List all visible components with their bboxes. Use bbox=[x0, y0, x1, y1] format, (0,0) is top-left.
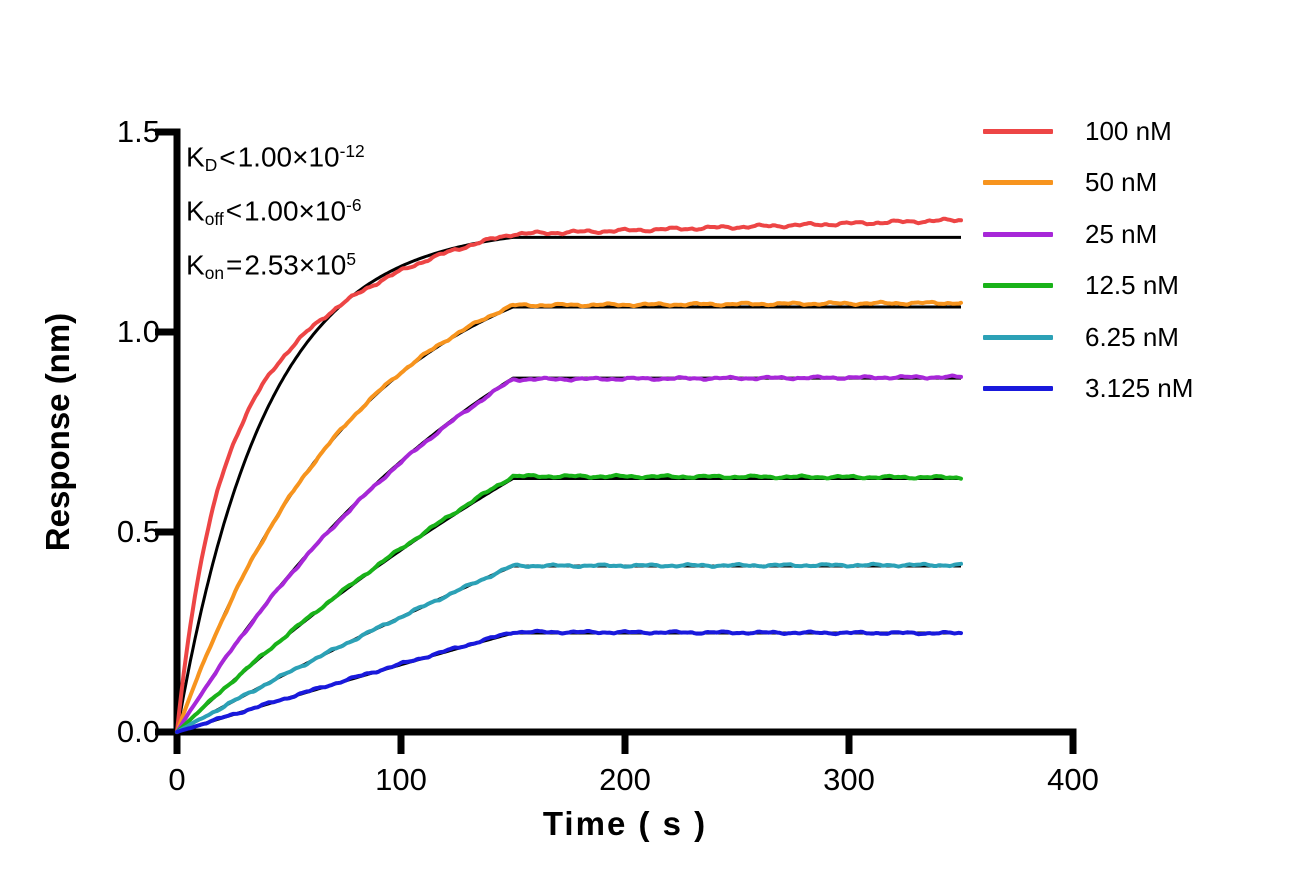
y-axis-title: Response (nm) bbox=[39, 312, 76, 552]
y-tick-label: 0.0 bbox=[116, 714, 160, 749]
legend-swatch-line bbox=[983, 231, 1053, 237]
kon-annotation: Kon=2.53×105 bbox=[186, 248, 357, 283]
legend-swatch-line bbox=[983, 282, 1053, 288]
legend-label: 50 nM bbox=[1085, 166, 1158, 197]
legend-label: 25 nM bbox=[1085, 218, 1158, 249]
y-tick-label: 1.0 bbox=[116, 314, 160, 349]
y-tick-label: 1.5 bbox=[116, 114, 160, 149]
x-tick-label: 200 bbox=[599, 762, 651, 797]
kd-annotation: KD<1.00×10-12 bbox=[186, 141, 365, 175]
legend-item: 50 nM bbox=[983, 167, 1293, 197]
legend-swatch-line bbox=[983, 385, 1053, 391]
x-tick-label: 400 bbox=[1047, 762, 1099, 797]
koff-annotation: Koff<1.00×10-6 bbox=[186, 194, 362, 229]
legend-label: 3.125 nM bbox=[1085, 372, 1194, 403]
legend-item: 100 nM bbox=[983, 116, 1293, 146]
x-tick-label: 100 bbox=[375, 762, 427, 797]
x-axis-title: Time ( s ) bbox=[542, 805, 708, 842]
x-tick-label: 0 bbox=[168, 762, 186, 797]
legend-item: 12.5 nM bbox=[983, 270, 1293, 300]
legend-label: 100 nM bbox=[1085, 115, 1172, 146]
legend-item: 6.25 nM bbox=[983, 322, 1293, 352]
legend-label: 6.25 nM bbox=[1085, 321, 1179, 352]
kinetics-annotations: KD<1.00×10-12 Koff<1.00×10-6 Kon=2.53×10… bbox=[186, 131, 365, 293]
legend-swatch-line bbox=[983, 179, 1053, 185]
x-tick-label: 300 bbox=[823, 762, 875, 797]
legend-swatch-line bbox=[983, 334, 1053, 340]
legend-item: 25 nM bbox=[983, 219, 1293, 249]
legend-label: 12.5 nM bbox=[1085, 269, 1179, 300]
y-tick-label: 0.5 bbox=[116, 514, 160, 549]
legend-item: 3.125 nM bbox=[983, 373, 1293, 403]
legend-swatch-line bbox=[983, 128, 1053, 134]
